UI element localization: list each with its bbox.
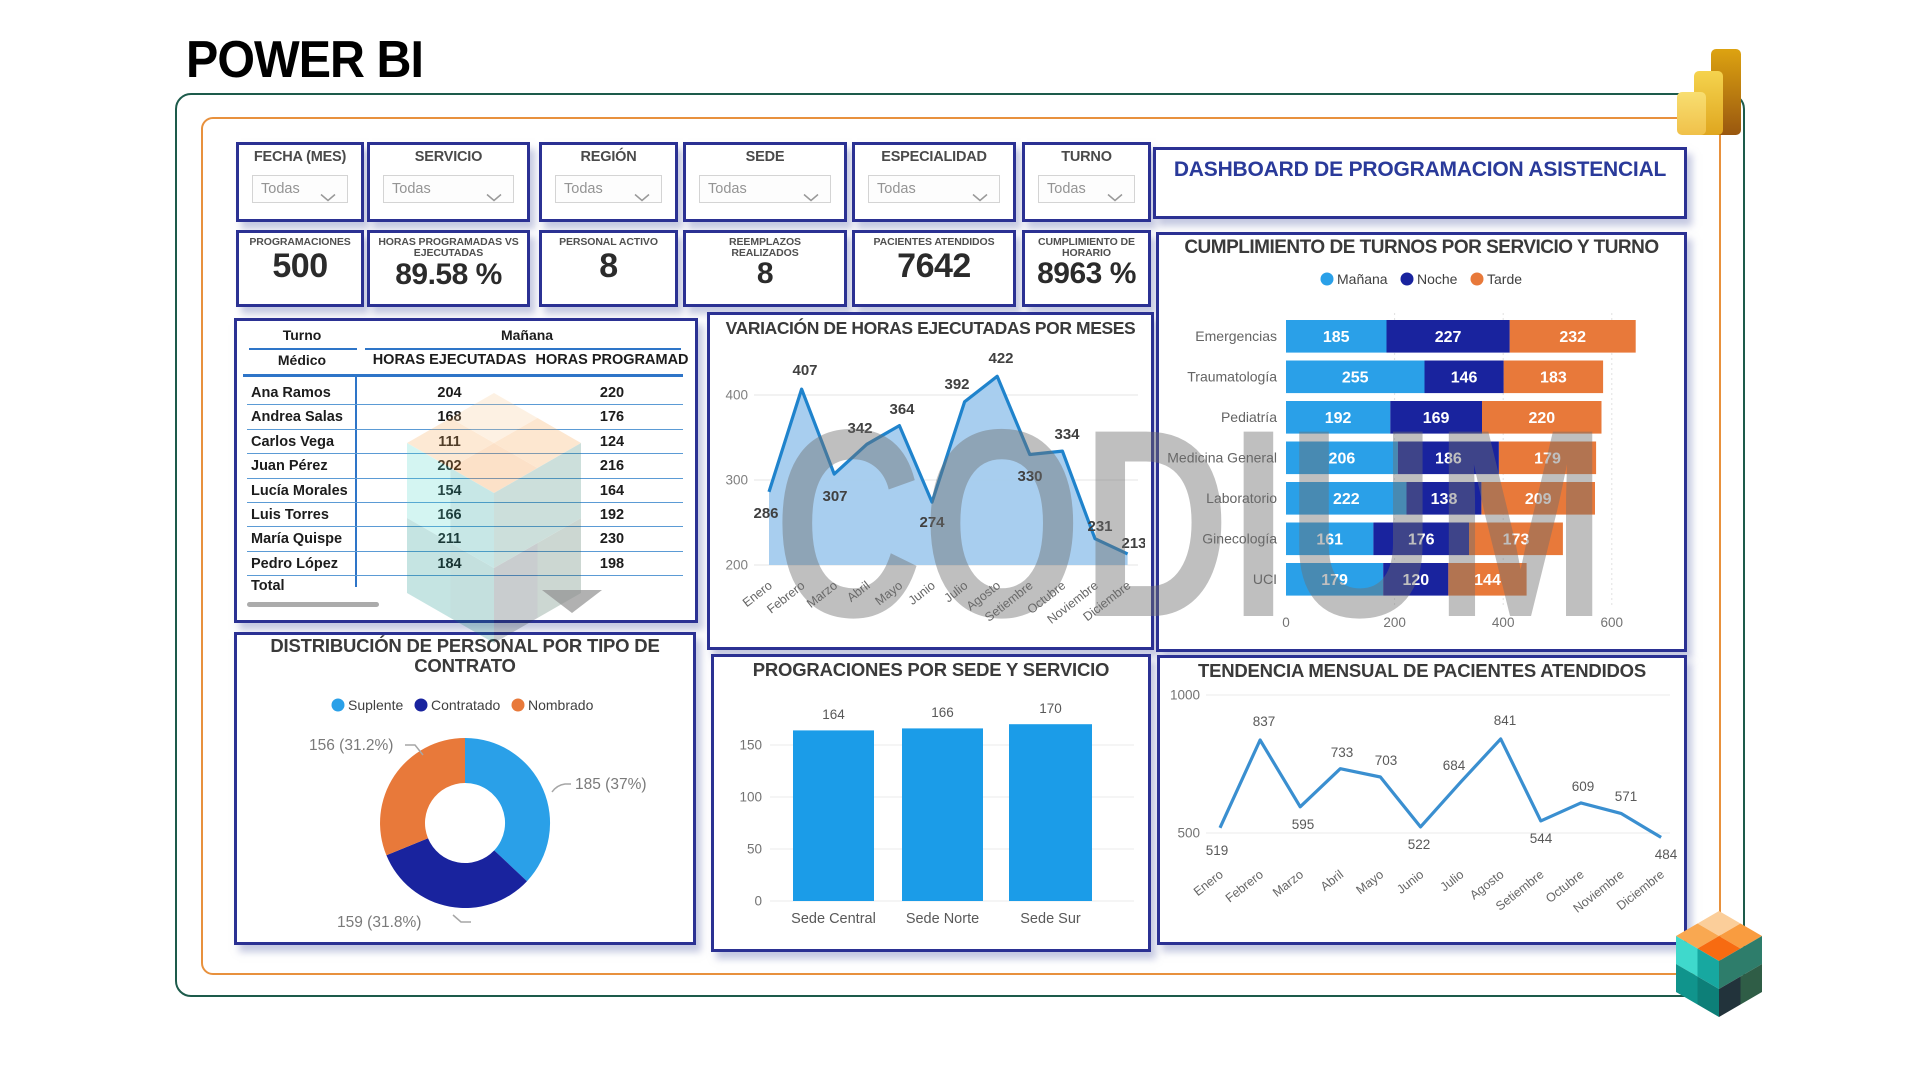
svg-text:Sede Norte: Sede Norte [906,911,979,927]
svg-text:Tarde: Tarde [1487,271,1522,287]
svg-text:Noche: Noche [1417,271,1458,287]
svg-text:176: 176 [1408,531,1435,548]
svg-text:120: 120 [1402,572,1429,589]
svg-text:50: 50 [747,842,762,857]
svg-text:571: 571 [1615,789,1638,804]
svg-text:Abril: Abril [1318,867,1346,893]
svg-text:213: 213 [1121,535,1145,552]
svg-text:0: 0 [1282,615,1290,630]
svg-text:185: 185 [1323,329,1350,346]
svg-text:Abril: Abril [844,578,872,604]
svg-text:595: 595 [1292,817,1315,832]
svg-text:Mayo: Mayo [873,578,906,608]
svg-text:Febrero: Febrero [764,578,807,616]
svg-text:209: 209 [1525,491,1552,508]
svg-text:684: 684 [1443,758,1466,773]
svg-text:Mayo: Mayo [1354,867,1387,897]
svg-text:170: 170 [1039,701,1062,716]
svg-text:Suplente: Suplente [348,697,403,713]
svg-text:330: 330 [1017,468,1042,485]
svg-text:255: 255 [1342,369,1369,386]
svg-text:Medicina General: Medicina General [1167,449,1277,465]
svg-text:231: 231 [1087,518,1112,535]
svg-text:156 (31.2%): 156 (31.2%) [309,737,393,754]
svg-text:200: 200 [1383,615,1406,630]
svg-text:222: 222 [1333,491,1360,508]
svg-text:600: 600 [1601,615,1624,630]
svg-text:Enero: Enero [1191,867,1226,899]
svg-text:179: 179 [1321,572,1348,589]
svg-text:220: 220 [1528,410,1555,427]
svg-text:Junio: Junio [906,578,938,607]
svg-text:150: 150 [739,738,762,753]
svg-text:0: 0 [754,894,762,909]
svg-text:Marzo: Marzo [1270,867,1306,899]
svg-text:519: 519 [1206,843,1229,858]
svg-text:UCI: UCI [1253,571,1277,587]
svg-text:Pediatría: Pediatría [1221,409,1277,425]
svg-text:164: 164 [822,707,845,722]
svg-text:400: 400 [1492,615,1515,630]
svg-text:422: 422 [988,350,1013,367]
svg-text:179: 179 [1534,450,1561,467]
svg-text:522: 522 [1408,837,1431,852]
svg-text:500: 500 [1177,826,1200,841]
svg-text:1000: 1000 [1170,688,1200,703]
svg-text:609: 609 [1572,779,1595,794]
svg-text:703: 703 [1375,753,1398,768]
svg-text:206: 206 [1329,450,1356,467]
svg-text:407: 407 [792,362,817,379]
svg-text:392: 392 [944,376,969,393]
svg-text:192: 192 [1325,410,1352,427]
svg-text:837: 837 [1253,714,1276,729]
svg-text:286: 286 [753,505,778,522]
svg-text:307: 307 [822,488,847,505]
svg-text:183: 183 [1540,369,1567,386]
svg-text:Sede Central: Sede Central [791,911,876,927]
svg-text:334: 334 [1054,426,1080,443]
svg-text:200: 200 [725,558,748,573]
svg-text:159 (31.8%): 159 (31.8%) [337,914,421,931]
svg-text:Laboratorio: Laboratorio [1206,490,1277,506]
svg-text:Nombrado: Nombrado [528,697,594,713]
svg-text:169: 169 [1423,410,1450,427]
svg-text:185 (37%): 185 (37%) [575,776,647,793]
svg-text:Emergencias: Emergencias [1195,328,1277,344]
svg-text:Traumatología: Traumatología [1187,368,1277,384]
svg-text:Febrero: Febrero [1223,867,1266,905]
svg-text:274: 274 [919,514,945,531]
svg-text:186: 186 [1435,450,1462,467]
svg-text:400: 400 [725,388,748,403]
svg-text:841: 841 [1494,713,1517,728]
svg-text:Contratado: Contratado [431,697,500,713]
svg-text:138: 138 [1431,491,1458,508]
svg-text:Julio: Julio [1438,867,1467,894]
svg-text:161: 161 [1316,531,1343,548]
svg-text:544: 544 [1530,831,1553,846]
svg-text:Sede Sur: Sede Sur [1020,911,1081,927]
svg-text:232: 232 [1559,329,1586,346]
svg-text:Mañana: Mañana [1337,271,1388,287]
svg-text:484: 484 [1655,847,1678,862]
svg-text:300: 300 [725,473,748,488]
svg-text:227: 227 [1435,329,1462,346]
svg-text:364: 364 [889,401,915,418]
svg-text:146: 146 [1451,369,1478,386]
svg-text:100: 100 [739,790,762,805]
svg-text:144: 144 [1474,572,1501,589]
svg-text:Junio: Junio [1394,867,1426,896]
svg-text:342: 342 [847,420,872,437]
svg-text:173: 173 [1503,531,1530,548]
svg-text:733: 733 [1331,745,1354,760]
svg-text:Ginecología: Ginecología [1202,530,1277,546]
svg-text:166: 166 [931,705,954,720]
svg-text:Marzo: Marzo [804,578,840,610]
